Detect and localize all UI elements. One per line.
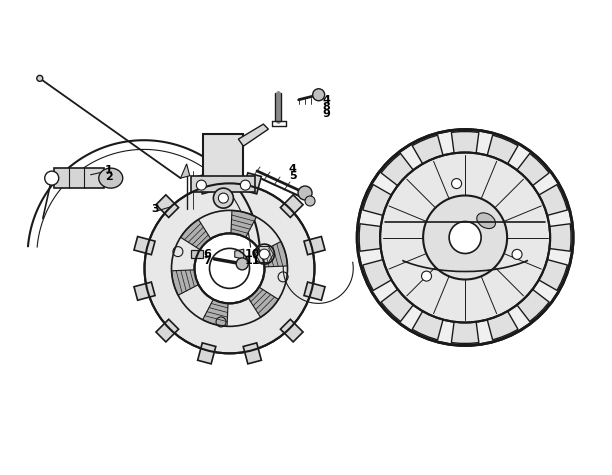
Polygon shape [486, 307, 518, 340]
Text: 4: 4 [289, 163, 296, 174]
Polygon shape [486, 135, 518, 168]
Circle shape [313, 89, 324, 101]
Circle shape [449, 221, 481, 254]
Polygon shape [243, 173, 261, 194]
Polygon shape [304, 282, 325, 300]
Polygon shape [363, 185, 396, 217]
Text: 5: 5 [289, 171, 296, 181]
Polygon shape [134, 282, 155, 300]
Polygon shape [192, 176, 255, 192]
Polygon shape [235, 249, 244, 259]
Ellipse shape [99, 168, 123, 188]
Polygon shape [280, 319, 303, 342]
Polygon shape [261, 241, 288, 267]
Text: 9: 9 [323, 109, 330, 119]
Polygon shape [134, 237, 155, 255]
Polygon shape [54, 168, 104, 188]
Polygon shape [231, 210, 256, 238]
Polygon shape [191, 250, 203, 258]
Polygon shape [412, 307, 444, 340]
Ellipse shape [477, 213, 496, 228]
Circle shape [144, 183, 315, 353]
Polygon shape [156, 319, 179, 342]
Polygon shape [381, 286, 416, 322]
Polygon shape [452, 132, 479, 158]
Circle shape [512, 249, 522, 259]
Circle shape [236, 258, 248, 270]
Circle shape [195, 233, 264, 304]
Text: 1: 1 [105, 165, 113, 175]
Polygon shape [545, 224, 571, 251]
Polygon shape [181, 219, 211, 250]
Circle shape [357, 130, 573, 345]
Polygon shape [534, 185, 567, 217]
Circle shape [214, 188, 233, 208]
Text: 2: 2 [105, 172, 113, 182]
Text: 11: 11 [245, 256, 261, 266]
Circle shape [380, 152, 550, 323]
Text: 8: 8 [323, 102, 330, 112]
Polygon shape [452, 317, 479, 343]
Polygon shape [181, 164, 190, 178]
Circle shape [37, 76, 43, 81]
Text: 4: 4 [323, 95, 330, 105]
Circle shape [196, 180, 206, 190]
Circle shape [218, 193, 228, 203]
Polygon shape [198, 173, 216, 194]
Circle shape [298, 186, 312, 200]
Polygon shape [171, 270, 198, 295]
Polygon shape [304, 237, 325, 255]
Polygon shape [248, 287, 278, 317]
Polygon shape [412, 135, 444, 168]
Polygon shape [239, 124, 269, 146]
Polygon shape [514, 153, 549, 189]
Polygon shape [243, 343, 261, 364]
Polygon shape [514, 286, 549, 322]
Circle shape [255, 244, 274, 264]
Circle shape [241, 180, 250, 190]
Polygon shape [534, 258, 567, 290]
Polygon shape [359, 224, 386, 251]
Polygon shape [280, 195, 303, 218]
Text: 10: 10 [245, 249, 261, 259]
Circle shape [45, 171, 59, 185]
Circle shape [452, 179, 461, 189]
Text: 6: 6 [203, 249, 211, 259]
Circle shape [305, 196, 315, 206]
Polygon shape [203, 299, 228, 326]
Polygon shape [156, 195, 179, 218]
Circle shape [422, 271, 431, 281]
Polygon shape [198, 343, 216, 364]
Circle shape [259, 249, 269, 259]
Polygon shape [203, 134, 244, 184]
Circle shape [423, 196, 507, 279]
Text: 7: 7 [203, 256, 211, 266]
Polygon shape [381, 153, 416, 189]
Text: 3: 3 [151, 204, 159, 214]
Polygon shape [363, 258, 396, 290]
